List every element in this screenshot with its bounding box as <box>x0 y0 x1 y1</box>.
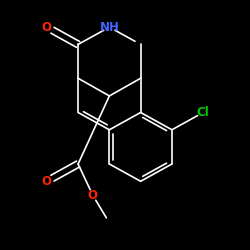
Text: Cl: Cl <box>197 106 209 119</box>
Text: O: O <box>42 175 52 188</box>
Text: NH: NH <box>100 21 119 34</box>
Text: O: O <box>42 21 52 34</box>
Text: O: O <box>88 189 98 202</box>
